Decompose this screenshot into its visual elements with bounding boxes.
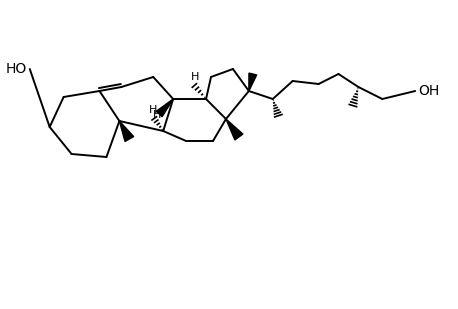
Polygon shape <box>249 73 257 91</box>
Text: H: H <box>153 110 161 120</box>
Polygon shape <box>226 119 243 140</box>
Polygon shape <box>156 99 173 117</box>
Text: H: H <box>149 105 158 115</box>
Text: OH: OH <box>418 84 439 98</box>
Text: HO: HO <box>5 62 27 76</box>
Polygon shape <box>120 121 134 142</box>
Text: H: H <box>191 72 199 82</box>
